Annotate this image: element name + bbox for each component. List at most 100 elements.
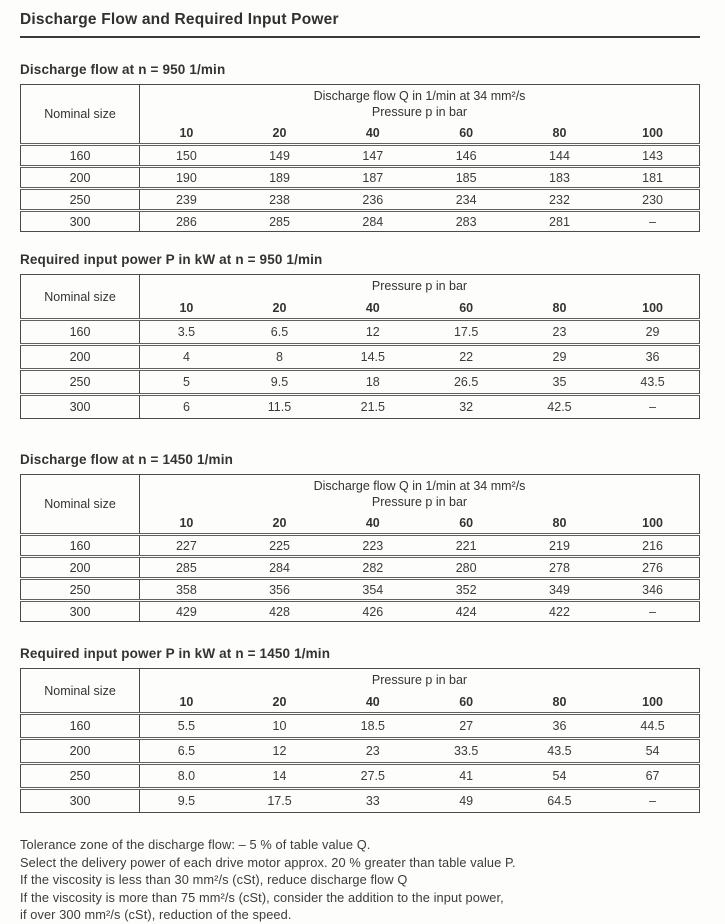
table-row: 160 3.5 6.5 12 17.5 23 29 xyxy=(20,318,700,345)
value-cell: 14.5 xyxy=(326,343,420,370)
value-cell: 49 xyxy=(419,787,513,813)
pressure-group-header: Pressure p in bar xyxy=(371,673,468,687)
value-cell: 429 xyxy=(139,599,233,622)
value-cell: 356 xyxy=(232,577,327,601)
value-cell: 283 xyxy=(419,209,513,232)
nominal-size-cell: 200 xyxy=(20,343,140,370)
value-cell: 10 xyxy=(232,712,327,739)
value-cell: 280 xyxy=(419,555,513,579)
pressure-col-header: 100 xyxy=(642,515,663,530)
pressure-col-header: 20 xyxy=(272,300,287,315)
value-cell: 286 xyxy=(139,209,233,232)
value-cell: 12 xyxy=(232,737,327,764)
value-cell: 33.5 xyxy=(419,737,513,764)
pressure-col-header: 20 xyxy=(272,125,287,140)
table-row: 250 8.0 14 27.5 41 54 67 xyxy=(20,762,700,789)
pressure-group-header: Pressure p in bar xyxy=(371,279,468,293)
value-cell: 4 xyxy=(139,343,233,370)
value-cell: 11.5 xyxy=(232,393,327,419)
value-cell: 6.5 xyxy=(139,737,233,764)
value-cell: 352 xyxy=(419,577,513,601)
value-cell: 32 xyxy=(419,393,513,419)
value-cell: – xyxy=(606,787,700,813)
value-cell: 150 xyxy=(139,143,233,167)
value-cell: 6.5 xyxy=(232,318,327,345)
value-cell: 67 xyxy=(606,762,700,789)
value-cell: 282 xyxy=(326,555,420,579)
nominal-size-cell: 160 xyxy=(20,712,140,739)
nominal-size-cell: 200 xyxy=(20,555,140,579)
nominal-size-header: Nominal size xyxy=(20,474,140,535)
section-discharge-flow-950: Discharge flow at n = 950 1/min Nominal … xyxy=(20,62,700,232)
discharge-flow-950-table: Nominal size Discharge flow Q in 1/min at… xyxy=(20,84,700,232)
note-line: if over 300 mm²/s (cSt), reduction of th… xyxy=(20,907,292,923)
pressure-col-header: 60 xyxy=(459,300,474,315)
section-heading: Required input power P in kW at n = 1450… xyxy=(20,646,331,661)
value-cell: – xyxy=(606,209,700,232)
value-cell: 346 xyxy=(606,577,700,601)
value-cell: 185 xyxy=(419,165,513,189)
section-heading: Required input power P in kW at n = 950 … xyxy=(20,252,323,267)
value-cell: 183 xyxy=(512,165,607,189)
nominal-size-cell: 200 xyxy=(20,165,140,189)
pressure-group-header: Discharge flow Q in 1/min at 34 mm²/s Pre… xyxy=(313,88,526,119)
value-cell: 17.5 xyxy=(419,318,513,345)
value-cell: 21.5 xyxy=(326,393,420,419)
value-cell: – xyxy=(606,599,700,622)
pressure-col-header: 10 xyxy=(179,125,194,140)
value-cell: 22 xyxy=(419,343,513,370)
value-cell: 285 xyxy=(232,209,327,232)
table-row: 300 6 11.5 21.5 32 42.5– xyxy=(20,393,700,419)
value-cell: 12 xyxy=(326,318,420,345)
value-cell: 276 xyxy=(606,555,700,579)
value-cell: 187 xyxy=(326,165,420,189)
pressure-col-header: 40 xyxy=(365,515,380,530)
value-cell: 232 xyxy=(512,187,607,211)
pressure-col-header: 20 xyxy=(272,515,287,530)
nominal-size-header: Nominal size xyxy=(20,274,140,320)
nominal-size-cell: 250 xyxy=(20,577,140,601)
value-cell: 42.5 xyxy=(512,393,607,419)
value-cell: 278 xyxy=(512,555,607,579)
value-cell: 234 xyxy=(419,187,513,211)
value-cell: 238 xyxy=(232,187,327,211)
value-cell: 284 xyxy=(232,555,327,579)
value-cell: – xyxy=(606,393,700,419)
section-heading: Discharge flow at n = 950 1/min xyxy=(20,62,226,77)
value-cell: 64.5 xyxy=(512,787,607,813)
footnotes: Tolerance zone of the discharge flow: – … xyxy=(20,836,700,924)
value-cell: 54 xyxy=(606,737,700,764)
pressure-col-header: 100 xyxy=(642,300,663,315)
pressure-col-header: 10 xyxy=(179,515,194,530)
value-cell: 219 xyxy=(512,533,607,557)
table-row: 250 239 238 236 234 232 230 xyxy=(20,187,700,211)
pressure-col-header: 40 xyxy=(365,694,380,709)
value-cell: 23 xyxy=(512,318,607,345)
table-row: 300 286 285 284 283 281– xyxy=(20,209,700,232)
table-row: 300 9.5 17.5 33 49 64.5– xyxy=(20,787,700,813)
value-cell: 239 xyxy=(139,187,233,211)
value-cell: 8.0 xyxy=(139,762,233,789)
value-cell: 36 xyxy=(606,343,700,370)
value-cell: 221 xyxy=(419,533,513,557)
nominal-size-cell: 300 xyxy=(20,787,140,813)
table-row: 200 6.5 12 23 33.5 43.5 54 xyxy=(20,737,700,764)
value-cell: 36 xyxy=(512,712,607,739)
section-input-power-950: Required input power P in kW at n = 950 … xyxy=(20,252,700,419)
value-cell: 144 xyxy=(512,143,607,167)
value-cell: 230 xyxy=(606,187,700,211)
pressure-col-header: 40 xyxy=(365,300,380,315)
value-cell: 26.5 xyxy=(419,368,513,395)
value-cell: 3.5 xyxy=(139,318,233,345)
value-cell: 147 xyxy=(326,143,420,167)
value-cell: 8 xyxy=(232,343,327,370)
nominal-size-cell: 250 xyxy=(20,762,140,789)
pressure-col-header: 100 xyxy=(642,125,663,140)
value-cell: 143 xyxy=(606,143,700,167)
value-cell: 23 xyxy=(326,737,420,764)
value-cell: 354 xyxy=(326,577,420,601)
value-cell: 18.5 xyxy=(326,712,420,739)
value-cell: 44.5 xyxy=(606,712,700,739)
input-power-950-table: Nominal size Pressure p in bar 10 20 40 60 80 1… xyxy=(20,274,700,419)
value-cell: 17.5 xyxy=(232,787,327,813)
